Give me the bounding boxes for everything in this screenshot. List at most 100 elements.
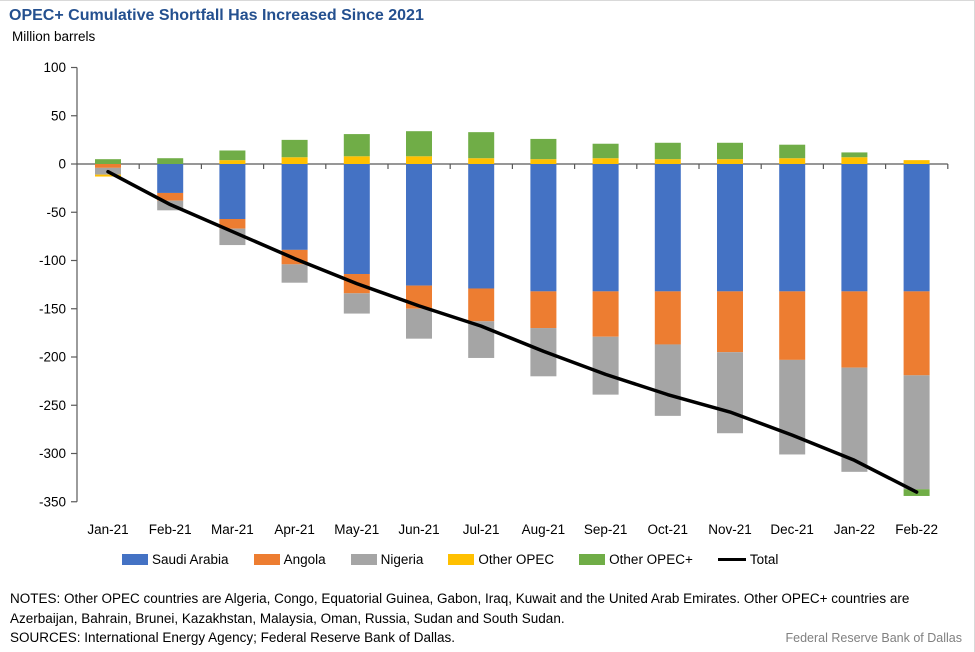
bar-segment — [219, 150, 246, 161]
bar-segment — [654, 291, 681, 345]
legend-label: Nigeria — [380, 552, 424, 567]
x-axis-label: Jan-21 — [87, 522, 128, 537]
x-axis-label: May-21 — [334, 522, 379, 537]
bar-segment — [903, 375, 930, 490]
bar-segment — [779, 144, 806, 159]
bar-segment — [406, 308, 432, 339]
bar-segment — [903, 164, 930, 292]
bar-segment — [343, 293, 370, 314]
bar-segment — [841, 157, 868, 164]
y-axis-label: -100 — [39, 253, 66, 268]
legend-color-swatch — [253, 554, 280, 565]
bar-segment — [468, 158, 495, 164]
chart-title: OPEC+ Cumulative Shortfall Has Increased… — [9, 7, 424, 24]
y-axis-label: 100 — [43, 60, 66, 75]
total-line — [106, 169, 919, 494]
x-axis-label: Feb-22 — [895, 522, 938, 537]
legend-label: Saudi Arabia — [152, 552, 229, 567]
x-axis-label: Jul-21 — [463, 522, 500, 537]
bar-segment — [592, 164, 619, 292]
chart-legend: Saudi Arabia Angola Nigeria Other OPEC Other… — [0, 552, 974, 567]
bar-segment — [903, 291, 930, 376]
bar-segment — [592, 336, 619, 395]
legend-label: Other OPEC+ — [609, 552, 693, 567]
y-axis-label: 0 — [58, 157, 66, 172]
bar-segment — [281, 264, 308, 283]
bar-segment — [592, 143, 619, 159]
bar-segment — [779, 164, 806, 292]
legend-line-swatch — [717, 557, 746, 562]
y-axis-label: -150 — [39, 301, 66, 316]
bar-segment — [717, 142, 743, 160]
bar-segment — [281, 164, 308, 250]
bar-segment — [779, 158, 806, 164]
bar-segment — [343, 156, 370, 164]
x-axis-label: Nov-21 — [708, 522, 752, 537]
legend-item-angola: Angola — [253, 552, 326, 567]
bar-segment — [841, 291, 868, 368]
bar-segment — [468, 164, 495, 289]
bar-segment — [157, 164, 184, 193]
x-axis-label: Jan-22 — [834, 522, 875, 537]
bar-segment — [406, 131, 432, 157]
y-axis-label: -200 — [39, 350, 66, 365]
x-axis-label: Feb-21 — [149, 522, 192, 537]
legend-item-nigeria: Nigeria — [350, 552, 424, 567]
bar-segment — [654, 344, 681, 416]
legend-item-total: Total — [717, 552, 779, 567]
legend-color-swatch — [579, 554, 606, 565]
bar-segment — [343, 134, 370, 157]
bar-segment — [654, 159, 681, 164]
bar-segment — [95, 174, 121, 177]
bar-segment — [841, 152, 868, 158]
bar-segment — [157, 192, 184, 201]
x-axis-label: Jun-21 — [398, 522, 439, 537]
bar-segment — [530, 159, 557, 164]
legend-label: Angola — [283, 552, 326, 567]
x-axis-label: Oct-21 — [648, 522, 689, 537]
legend-color-swatch — [350, 554, 377, 565]
axis-units-label: Million barrels — [12, 29, 96, 44]
x-axis-label: Sep-21 — [584, 522, 628, 537]
y-axis-label: 50 — [51, 108, 66, 123]
bar-segment — [219, 160, 246, 164]
bar-segment — [530, 291, 557, 329]
bar-segment — [406, 156, 432, 164]
bar-segment — [157, 158, 184, 164]
bar-segment — [530, 138, 557, 160]
x-axis-label: Apr-21 — [274, 522, 315, 537]
bar-segment — [717, 352, 743, 434]
bar-segment — [468, 132, 495, 159]
footer-credit: Federal Reserve Bank of Dallas — [785, 631, 962, 645]
bar-segment — [654, 142, 681, 160]
bar-segment — [219, 164, 246, 220]
legend-label: Total — [749, 552, 779, 567]
bar-segment — [468, 288, 495, 322]
legend-item-other-opec: Other OPEC — [448, 552, 554, 567]
bar-segment — [95, 164, 121, 168]
legend-color-swatch — [122, 554, 148, 565]
legend-label: Other OPEC — [478, 552, 555, 567]
bar-segment — [717, 164, 743, 292]
legend-item-saudi-arabia: Saudi Arabia — [122, 552, 229, 567]
x-axis-label: Mar-21 — [211, 522, 254, 537]
bar-segment — [406, 164, 432, 286]
bar-segment — [903, 160, 930, 164]
bar-segment — [841, 164, 868, 292]
bar-segment — [779, 291, 806, 360]
bar-segment — [841, 367, 868, 472]
bar-segment — [717, 291, 743, 353]
bar-segment — [592, 158, 619, 164]
y-axis-label: -50 — [46, 205, 66, 220]
bar-segment — [343, 164, 370, 275]
notes-block: NOTES: Other OPEC countries are Algeria,… — [10, 589, 962, 648]
y-axis-label: -300 — [39, 446, 66, 461]
bar-segment — [530, 164, 557, 292]
bar-segment — [654, 164, 681, 292]
legend-color-swatch — [448, 554, 475, 565]
y-axis-label: -250 — [39, 398, 66, 413]
bar-segment — [281, 139, 308, 158]
bar-segment — [95, 159, 121, 164]
x-axis-label: Dec-21 — [770, 522, 814, 537]
